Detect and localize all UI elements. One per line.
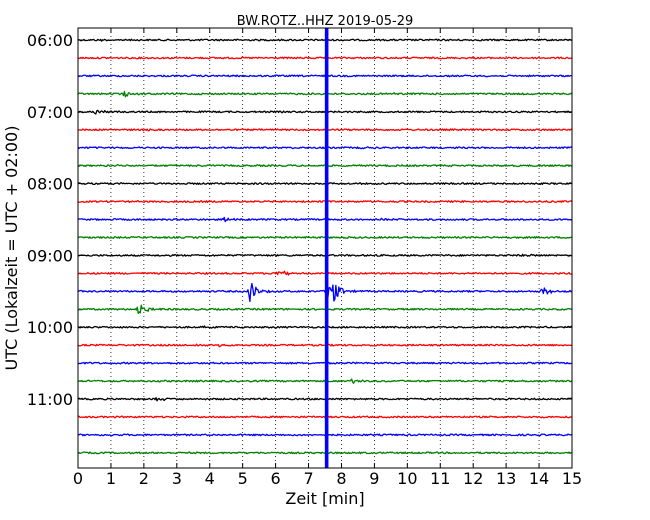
y-tick-label: 11:00: [27, 390, 73, 409]
x-tick-label: 10: [397, 469, 417, 488]
saturated-spike: [324, 28, 329, 468]
y-axis-label: UTC (Lokalzeit = UTC + 02:00): [2, 126, 21, 371]
x-tick-label: 0: [73, 469, 83, 488]
y-tick-label: 09:00: [27, 246, 73, 265]
x-tick-label: 14: [529, 469, 549, 488]
x-tick-label: 12: [463, 469, 483, 488]
x-tick-label: 3: [172, 469, 182, 488]
chart-title: BW.ROTZ..HHZ 2019-05-29: [237, 14, 413, 29]
y-tick-label: 06:00: [27, 31, 73, 50]
grid: [110, 28, 540, 468]
x-axis-label: Zeit [min]: [285, 489, 364, 508]
y-tick-label: 07:00: [27, 103, 73, 122]
x-tick-label: 6: [271, 469, 281, 488]
x-tick-label: 2: [139, 469, 149, 488]
x-tick-label: 8: [336, 469, 346, 488]
x-tick-label: 13: [496, 469, 516, 488]
y-tick-label: 10:00: [27, 318, 73, 337]
x-tick-label: 9: [369, 469, 379, 488]
spike-layer: [324, 28, 329, 468]
y-tick-label: 08:00: [27, 175, 73, 194]
x-tick-label: 15: [562, 469, 582, 488]
x-tick-label: 5: [238, 469, 248, 488]
y-axis-ticks: 06:00 07:00 08:00 09:00 10:00 11:00: [27, 31, 572, 409]
x-tick-label: 4: [205, 469, 215, 488]
x-axis-ticks: 0 1 2 3 4 5 6 7 8 9 10 11 12 13 14 15: [73, 28, 582, 488]
x-tick-label: 11: [430, 469, 450, 488]
plot-frame: [77, 27, 573, 469]
x-tick-label: 1: [106, 469, 116, 488]
x-tick-label: 7: [303, 469, 313, 488]
